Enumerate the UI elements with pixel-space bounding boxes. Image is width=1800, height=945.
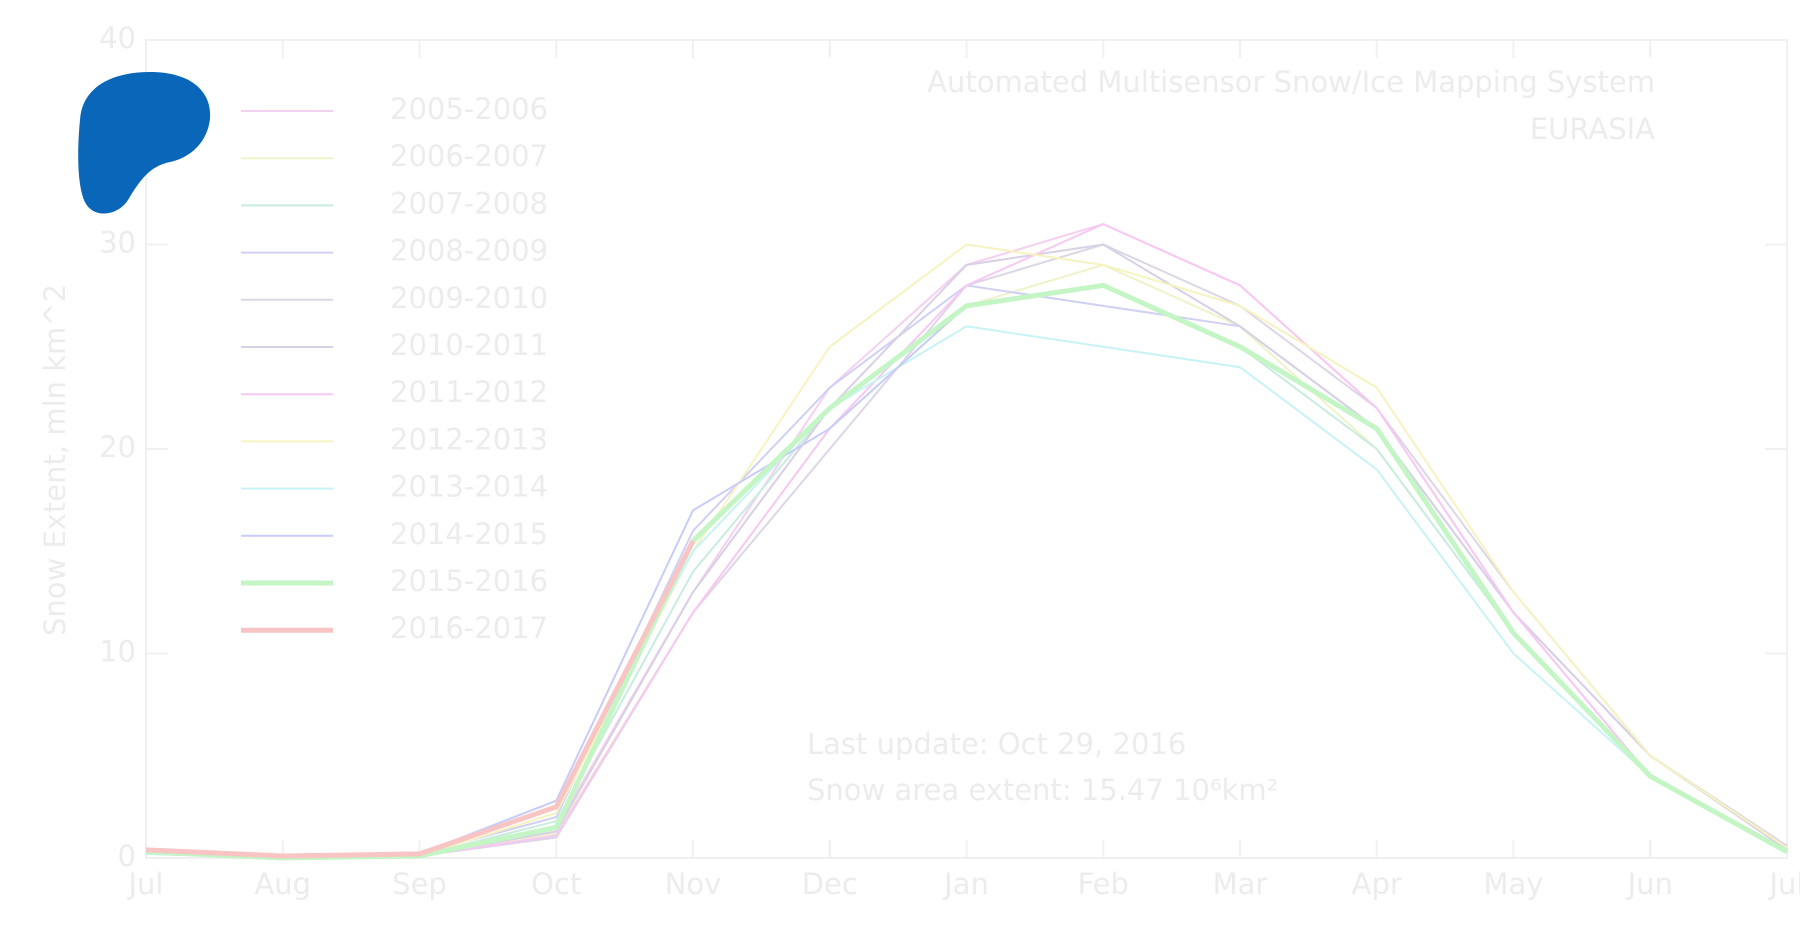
legend-label: 2016-2017 (390, 611, 548, 645)
x-tick-label: Jan (942, 867, 989, 901)
logo (78, 72, 211, 214)
x-tick-label: Aug (254, 867, 311, 901)
x-tick-label: Jul (1768, 867, 1800, 901)
chart-subtitle: EURASIA (1530, 112, 1655, 146)
annotation: Snow area extent: 15.47 10⁶km² (807, 773, 1278, 807)
legend-label: 2007-2008 (390, 186, 548, 220)
chart-title: Automated Multisensor Snow/Ice Mapping S… (927, 65, 1655, 99)
legend-label: 2015-2016 (390, 564, 548, 598)
legend-label: 2009-2010 (390, 281, 548, 315)
legend-label: 2014-2015 (390, 517, 548, 551)
x-tick-label: May (1484, 867, 1544, 901)
y-tick-label: 30 (99, 226, 136, 260)
y-axis-label: Snow Extent, mln km^2 (38, 284, 72, 636)
legend-label: 2010-2011 (390, 328, 548, 362)
annotation: Last update: Oct 29, 2016 (807, 727, 1186, 761)
x-tick-label: Jul (127, 867, 164, 901)
x-tick-label: Mar (1213, 867, 1268, 901)
x-tick-label: Sep (392, 867, 447, 901)
y-tick-label: 20 (99, 430, 136, 464)
legend-label: 2006-2007 (390, 139, 548, 173)
y-tick-label: 10 (99, 635, 136, 669)
y-tick-label: 40 (99, 21, 136, 55)
legend-label: 2013-2014 (390, 470, 548, 504)
legend-label: 2011-2012 (390, 375, 548, 409)
legend-label: 2008-2009 (390, 234, 548, 268)
series-line (145, 539, 696, 859)
x-tick-label: Nov (665, 867, 722, 901)
y-tick-label: 0 (118, 839, 136, 873)
x-tick-label: Dec (802, 867, 858, 901)
x-tick-label: Feb (1078, 867, 1129, 901)
legend-label: 2012-2013 (390, 422, 548, 456)
x-tick-label: Oct (531, 867, 581, 901)
legend-label: 2005-2006 (390, 92, 548, 126)
x-tick-label: Apr (1352, 867, 1402, 901)
x-tick-label: Jun (1626, 867, 1673, 901)
